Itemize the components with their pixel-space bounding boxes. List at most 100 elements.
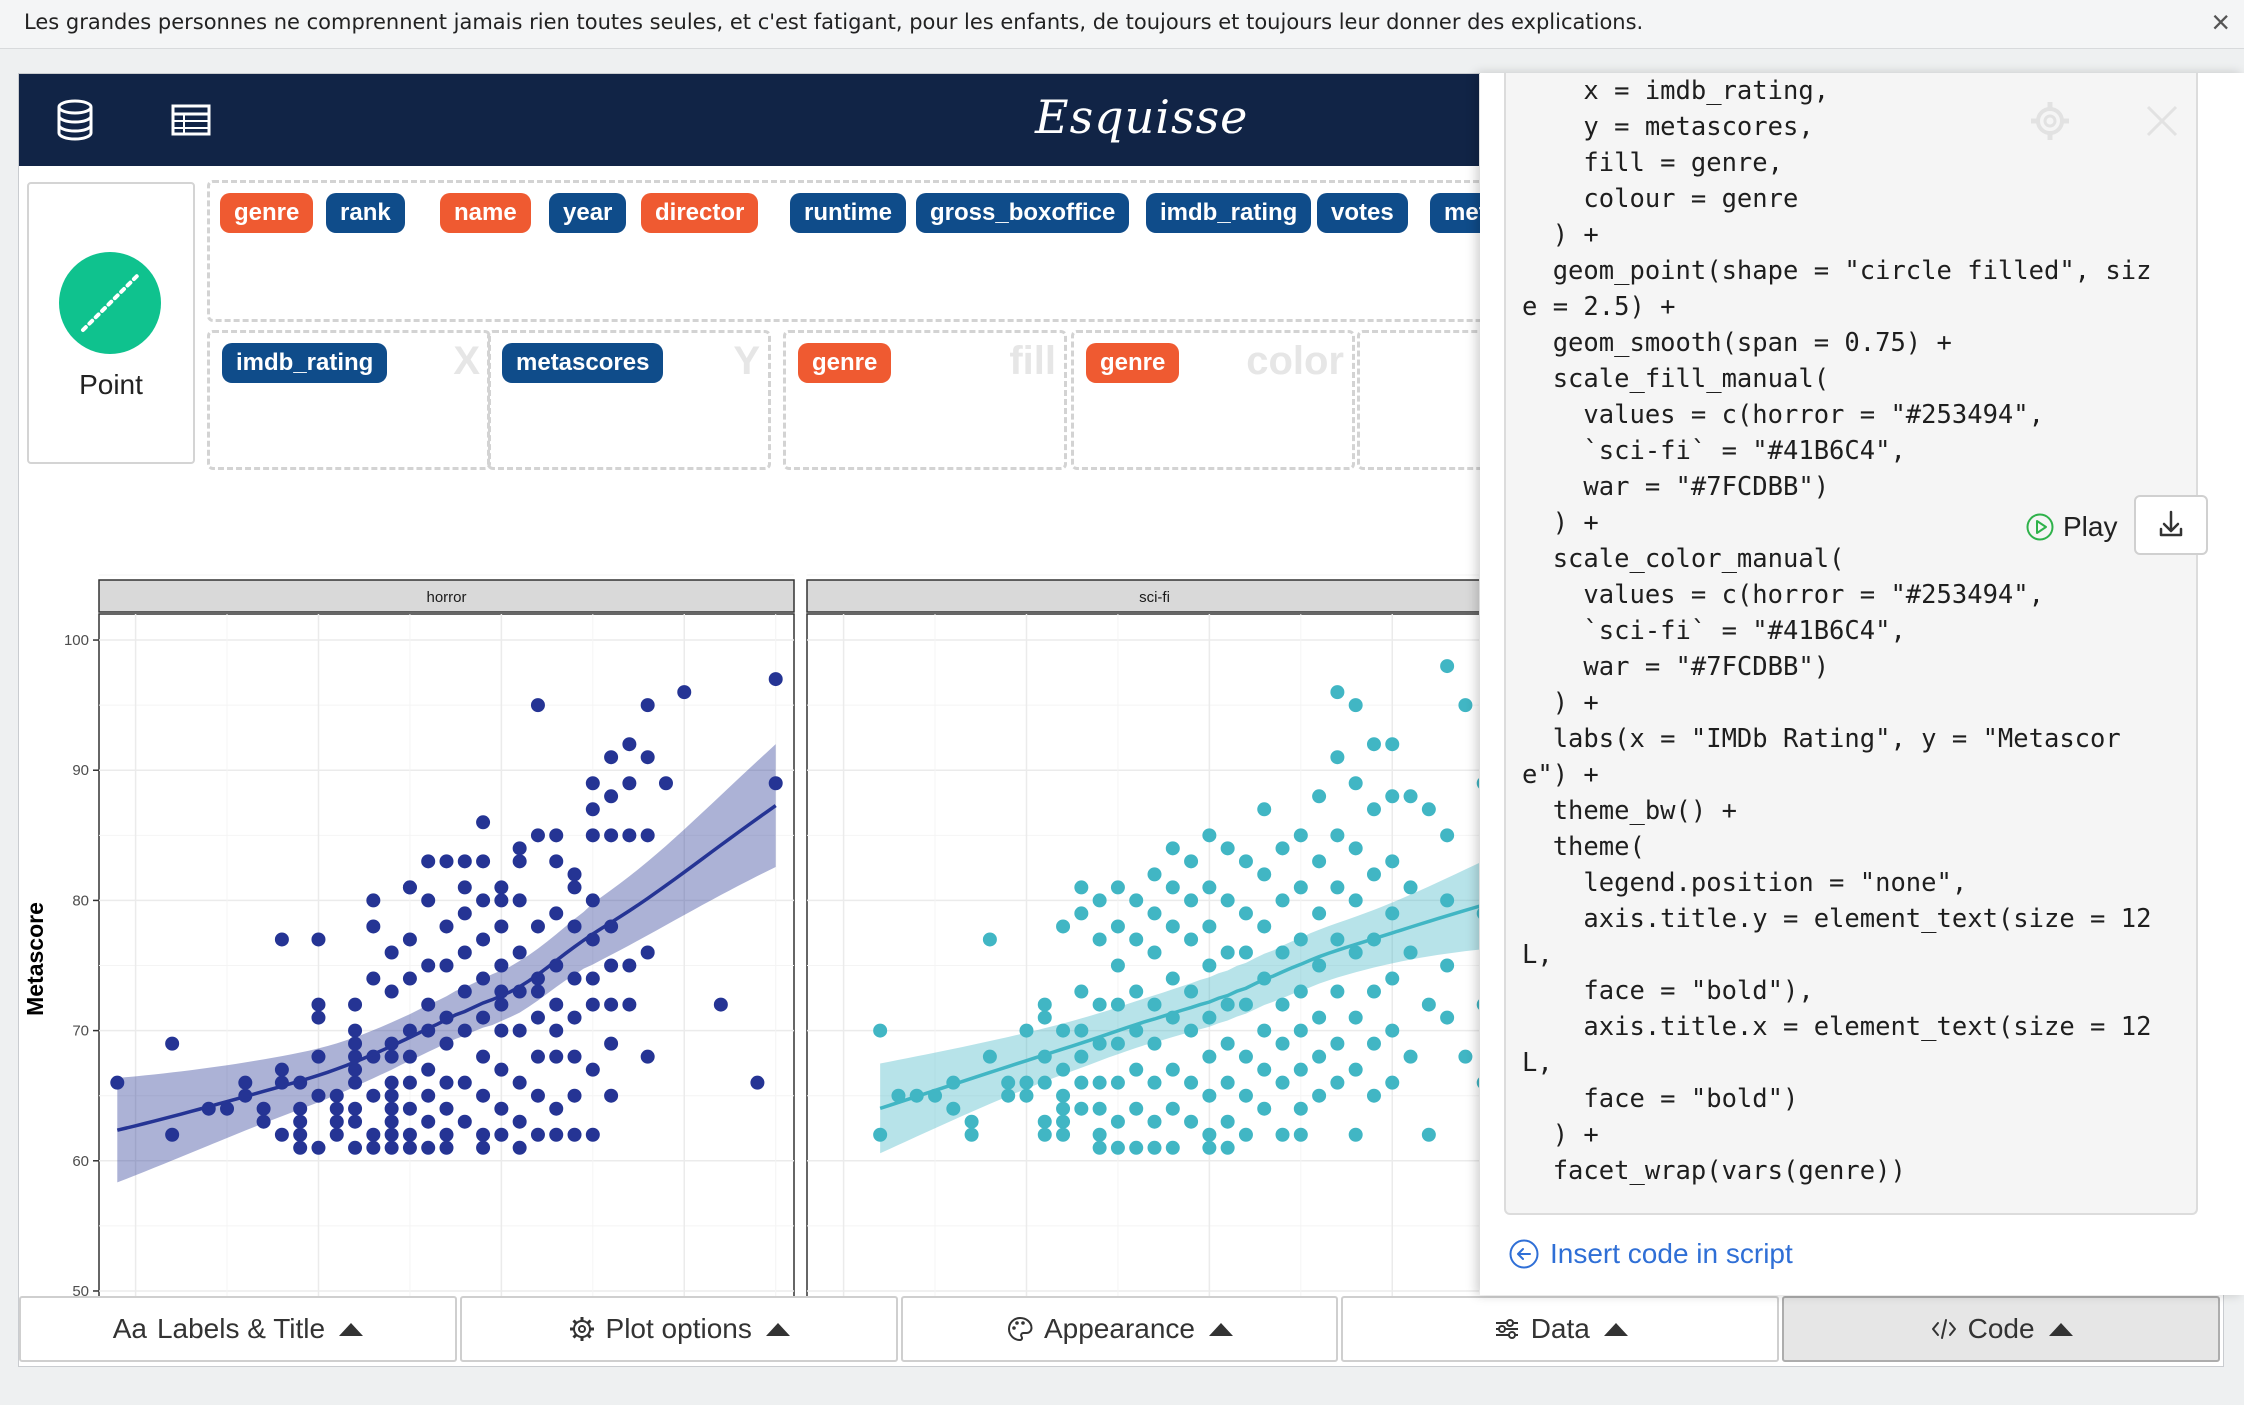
tab-code[interactable]: Code — [1782, 1296, 2220, 1362]
variable-pill-rank[interactable]: rank — [326, 193, 405, 233]
dropzone-label: X — [453, 339, 480, 383]
dropzone-X[interactable]: imdb_rating X — [207, 330, 491, 470]
data-point — [1202, 919, 1217, 934]
data-point — [384, 1114, 399, 1129]
data-point — [677, 685, 692, 700]
data-point — [530, 1127, 545, 1142]
dropzone-pill-genre[interactable]: genre — [1086, 343, 1180, 383]
insert-code-button[interactable]: Insert code in script — [1508, 1234, 1793, 1274]
data-point — [1275, 945, 1290, 960]
variable-pill-runtime[interactable]: runtime — [790, 193, 907, 233]
data-point — [1110, 1075, 1125, 1090]
dropzone-color[interactable]: genre color — [1071, 330, 1355, 470]
dropzone-pill-metascores[interactable]: metascores — [502, 343, 664, 383]
data-point — [1092, 1075, 1107, 1090]
data-point — [873, 1127, 888, 1142]
data-point — [476, 1049, 491, 1064]
data-point — [549, 854, 564, 869]
geom-label: Point — [79, 369, 143, 400]
data-point — [1056, 1062, 1071, 1077]
tab-plot-options[interactable]: Plot options — [459, 1296, 898, 1362]
data-point — [1147, 1114, 1162, 1129]
code-line: scale_fill_manual( — [1522, 364, 1830, 394]
data-point — [567, 867, 582, 882]
data-point — [640, 750, 655, 765]
data-point — [1074, 1101, 1089, 1116]
code-line: face = "bold") — [1522, 1084, 1799, 1114]
data-point — [512, 1140, 527, 1155]
variable-pill-director[interactable]: director — [641, 193, 759, 233]
data-point — [1074, 880, 1089, 895]
code-block[interactable]: x = imdb_rating, y = metascores, fill = … — [1504, 73, 2198, 1215]
data-point — [329, 1127, 344, 1142]
data-point — [1184, 893, 1199, 908]
data-point — [1129, 984, 1144, 999]
data-point — [1110, 958, 1125, 973]
data-point — [476, 815, 491, 830]
tab-appearance[interactable]: Appearance — [900, 1296, 1339, 1362]
code-line: geom_point(shape = "circle filled", siz — [1522, 256, 2152, 286]
data-point — [1440, 828, 1455, 843]
data-point — [512, 945, 527, 960]
variable-pill-name[interactable]: name — [440, 193, 531, 233]
tab-labels-title[interactable]: Aa Labels & Title — [19, 1296, 457, 1362]
data-point — [256, 1101, 271, 1116]
gear-icon — [569, 1317, 594, 1341]
data-point — [1001, 1075, 1016, 1090]
close-panel-icon[interactable] — [2144, 103, 2180, 139]
data-point — [1165, 880, 1180, 895]
data-point — [1403, 880, 1418, 895]
data-point — [1220, 1036, 1235, 1051]
data-point — [622, 737, 637, 752]
dropzone-fill[interactable]: genre fill — [783, 330, 1067, 470]
data-point — [1366, 737, 1381, 752]
data-point — [1092, 1127, 1107, 1142]
data-point — [1366, 1036, 1381, 1051]
data-point — [293, 1114, 308, 1129]
data-point — [585, 1127, 600, 1142]
tab-label: Plot options — [605, 1313, 752, 1344]
plot-area: horror5678sci-fi56785060708090100IMDb Ra… — [22, 574, 1479, 1296]
settings-gear-icon[interactable] — [2028, 99, 2072, 143]
data-point — [329, 1101, 344, 1116]
facet-strip-label: sci-fi — [1139, 589, 1170, 606]
data-point — [402, 1101, 417, 1116]
download-button[interactable] — [2134, 495, 2208, 555]
data-point — [384, 1075, 399, 1090]
tab-data[interactable]: Data — [1341, 1296, 1780, 1362]
data-point — [329, 1088, 344, 1103]
tab-label: Data — [1530, 1313, 1590, 1344]
data-point — [494, 1023, 509, 1038]
variable-pill-votes[interactable]: votes — [1317, 193, 1408, 233]
code-line: ) + — [1522, 688, 1599, 718]
data-point — [1165, 919, 1180, 934]
play-button[interactable]: Play — [2025, 508, 2117, 546]
variable-pill-imdb_rating[interactable]: imdb_rating — [1146, 193, 1312, 233]
data-point — [293, 1140, 308, 1155]
data-point — [1129, 932, 1144, 947]
data-point — [1220, 841, 1235, 856]
variable-pill-year[interactable]: year — [549, 193, 627, 233]
data-point — [640, 698, 655, 713]
geom-selector[interactable]: Point — [27, 182, 195, 464]
data-point — [567, 880, 582, 895]
code-line: `sci-fi` = "#41B6C4", — [1522, 436, 1906, 466]
dropzone-Y[interactable]: metascores Y — [487, 330, 771, 470]
data-point — [1330, 685, 1345, 700]
data-point — [1275, 893, 1290, 908]
data-point — [366, 1140, 381, 1155]
data-point — [1458, 698, 1473, 713]
data-point — [1165, 1101, 1180, 1116]
data-point — [1366, 1088, 1381, 1103]
dropzone-pill-imdb_rating[interactable]: imdb_rating — [222, 343, 388, 383]
table-icon[interactable] — [169, 98, 213, 142]
dropzone-pill-genre[interactable]: genre — [798, 343, 892, 383]
banner-close-icon[interactable]: × — [2211, 4, 2230, 40]
code-line: values = c(horror = "#253494", — [1522, 580, 2044, 610]
data-point — [530, 984, 545, 999]
variable-pill-genre[interactable]: genre — [220, 193, 314, 233]
data-point — [1056, 1088, 1071, 1103]
data-point — [1147, 906, 1162, 921]
variable-pill-gross_boxoffice[interactable]: gross_boxoffice — [916, 193, 1130, 233]
database-icon[interactable] — [53, 98, 97, 142]
